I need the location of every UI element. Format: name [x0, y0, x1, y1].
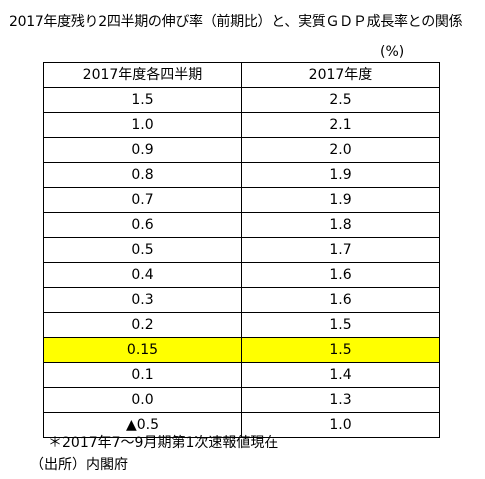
table-row: 0.1 1.4	[43, 362, 440, 388]
quarterly-rate-cell: 0.4	[43, 262, 242, 288]
table-row: 1.5 2.5	[43, 87, 440, 113]
annual-growth-cell: 1.9	[241, 187, 440, 213]
annual-growth-cell: 1.7	[241, 237, 440, 263]
annual-growth-cell: 1.6	[241, 262, 440, 288]
annual-growth-cell: 2.5	[241, 87, 440, 113]
table-row: 0.7 1.9	[43, 187, 440, 213]
unit-label: (%)	[380, 44, 405, 60]
quarterly-rate-cell: 0.6	[43, 212, 242, 238]
annual-growth-cell: 2.0	[241, 137, 440, 163]
quarterly-rate-cell: 1.5	[43, 87, 242, 113]
quarterly-rate-cell: 0.2	[43, 312, 242, 338]
quarterly-rate-cell: 0.8	[43, 162, 242, 188]
table-row: 0.4 1.6	[43, 262, 440, 288]
table-row: 0.0 1.3	[43, 387, 440, 413]
page-title: 2017年度残り2四半期の伸び率（前期比）と、実質ＧＤＰ成長率との関係	[9, 14, 463, 30]
table-row: 0.6 1.8	[43, 212, 440, 238]
quarterly-rate-cell: 0.9	[43, 137, 242, 163]
table-row: 0.8 1.9	[43, 162, 440, 188]
annual-growth-cell: 1.5	[241, 312, 440, 338]
quarterly-rate-cell: 1.0	[43, 112, 242, 138]
annual-growth-cell: 1.5	[241, 337, 440, 363]
table-row: 0.3 1.6	[43, 287, 440, 313]
annual-growth-cell: 1.9	[241, 162, 440, 188]
annual-growth-cell: 1.0	[241, 412, 440, 438]
annual-growth-cell: 1.3	[241, 387, 440, 413]
highlighted-table-row: 0.15 1.5	[43, 337, 440, 363]
column-header-fiscal-year: 2017年度	[241, 62, 440, 88]
table-header-row: 2017年度各四半期 2017年度	[43, 62, 440, 88]
annual-growth-cell: 1.6	[241, 287, 440, 313]
annual-growth-cell: 2.1	[241, 112, 440, 138]
growth-table: 2017年度各四半期 2017年度 1.5 2.5 1.0 2.1 0.9 2.…	[43, 62, 440, 438]
quarterly-rate-cell: 0.3	[43, 287, 242, 313]
quarterly-rate-cell: 0.0	[43, 387, 242, 413]
quarterly-rate-cell: ▲0.5	[43, 412, 242, 438]
table-row: ▲0.5 1.0	[43, 412, 440, 438]
table-row: 0.9 2.0	[43, 137, 440, 163]
quarterly-rate-cell: 0.1	[43, 362, 242, 388]
quarterly-rate-cell: 0.5	[43, 237, 242, 263]
column-header-quarterly: 2017年度各四半期	[43, 62, 242, 88]
quarterly-rate-cell: 0.7	[43, 187, 242, 213]
footnote: ＊2017年7～9月期第1次速報値現在	[48, 435, 279, 451]
table-row: 0.5 1.7	[43, 237, 440, 263]
annual-growth-cell: 1.4	[241, 362, 440, 388]
table-row: 1.0 2.1	[43, 112, 440, 138]
quarterly-rate-cell: 0.15	[43, 337, 242, 363]
table-row: 0.2 1.5	[43, 312, 440, 338]
annual-growth-cell: 1.8	[241, 212, 440, 238]
source-note: （出所）内閣府	[30, 457, 128, 473]
